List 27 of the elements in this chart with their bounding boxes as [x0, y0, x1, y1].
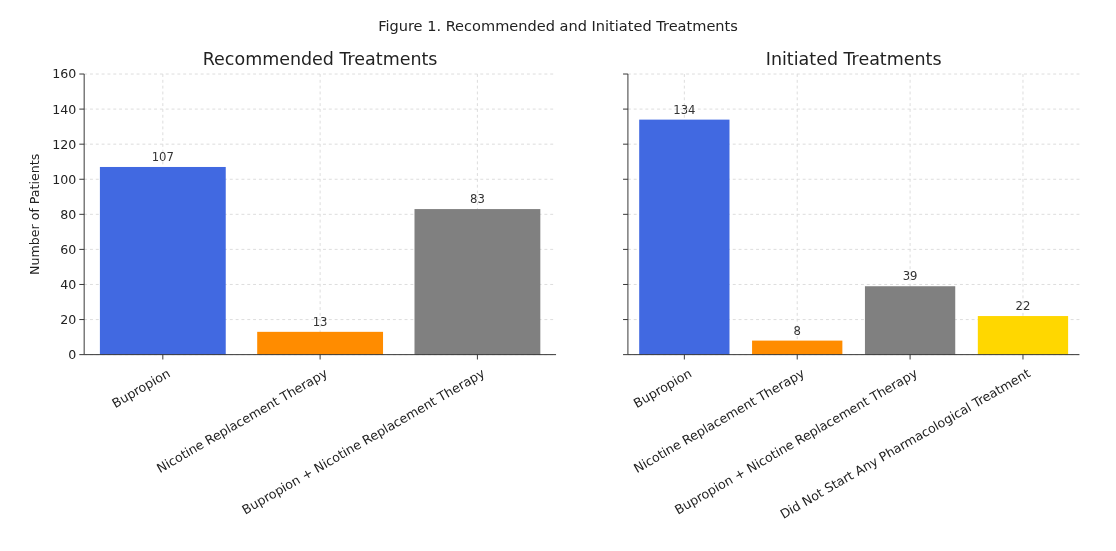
- bar: [257, 331, 384, 355]
- chart-title: Recommended Treatments: [202, 49, 438, 70]
- y-tick-label: 160: [52, 66, 77, 82]
- y-tick-label: 80: [60, 206, 77, 222]
- data-label: 8: [793, 323, 801, 338]
- y-tick-label: 0: [68, 347, 77, 363]
- bar: [414, 209, 541, 355]
- y-tick-label: 100: [52, 171, 77, 187]
- y-tick-label: 40: [60, 276, 77, 292]
- y-axis-title: Number of Patients: [26, 153, 42, 275]
- chart-title: Initiated Treatments: [765, 49, 942, 70]
- y-tick-label: 20: [60, 311, 77, 327]
- bar: [864, 286, 956, 355]
- data-label: 83: [470, 192, 485, 207]
- bar: [99, 166, 226, 355]
- y-tick-label: 60: [60, 241, 77, 257]
- data-label: 13: [312, 315, 328, 330]
- y-tick-label: 120: [52, 136, 77, 152]
- caption: Figure 1. Recommended and Initiated Treatments: [378, 17, 738, 35]
- bar: [977, 316, 1069, 355]
- data-label: 22: [1015, 299, 1031, 314]
- bar: [639, 119, 730, 355]
- data-label: 39: [902, 269, 918, 284]
- data-label: 107: [151, 150, 174, 165]
- data-label: 134: [673, 102, 696, 117]
- bar: [752, 340, 843, 355]
- y-tick-label: 140: [52, 101, 77, 117]
